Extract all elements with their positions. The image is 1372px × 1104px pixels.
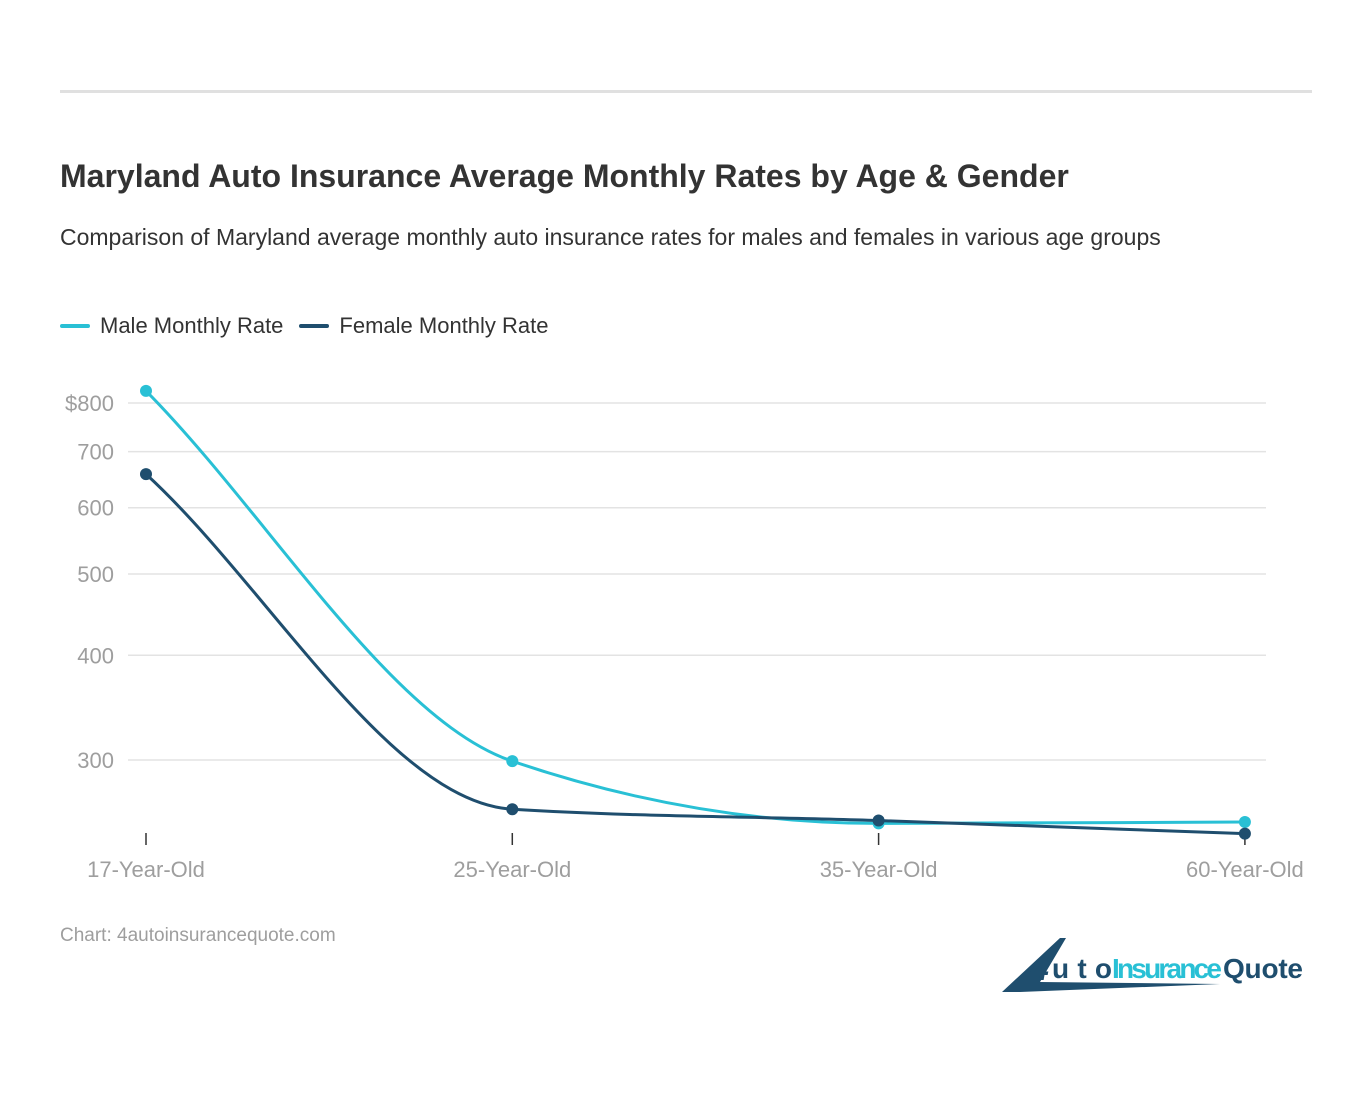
data-point-male	[140, 384, 152, 397]
svg-text:Insurance: Insurance	[1112, 953, 1222, 984]
legend-swatch-male	[60, 324, 90, 328]
legend-swatch-female	[299, 324, 330, 328]
svg-text:Quote: Quote	[1223, 953, 1303, 984]
legend-item-female[interactable]: Female Monthly Rate	[299, 313, 549, 339]
x-tick-label: 35-Year-Old	[820, 857, 938, 882]
chart-source: Chart: 4autoinsurancequote.com	[60, 925, 336, 946]
legend-item-male[interactable]: Male Monthly Rate	[60, 313, 283, 339]
x-tick-label: 25-Year-Old	[453, 857, 571, 882]
y-tick-label: 500	[77, 562, 114, 587]
y-tick-label: 700	[77, 440, 114, 465]
top-divider	[60, 90, 1312, 93]
chart-title: Maryland Auto Insurance Average Monthly …	[60, 158, 1069, 194]
brand-logo: 4 uto Insurance Quote	[1002, 938, 1303, 992]
y-tick-label: $800	[65, 391, 114, 416]
legend: Male Monthly Rate Female Monthly Rate	[60, 313, 549, 339]
legend-label-female: Female Monthly Rate	[339, 313, 549, 338]
svg-text:uto: uto	[1052, 953, 1112, 984]
chart-subtitle: Comparison of Maryland average monthly a…	[60, 224, 1161, 250]
svg-text:4: 4	[1029, 950, 1049, 988]
series-line-male	[144, 389, 1245, 825]
y-tick-label: 400	[77, 643, 114, 668]
data-point-male	[506, 755, 519, 768]
y-tick-label: 600	[77, 496, 114, 521]
legend-label-male: Male Monthly Rate	[100, 313, 284, 338]
data-point-female	[1238, 827, 1251, 840]
x-tick-label: 60-Year-Old	[1186, 857, 1304, 882]
data-point-male	[1238, 815, 1251, 828]
y-tick-label: 300	[77, 748, 114, 773]
x-tick-label: 17-Year-Old	[87, 857, 205, 882]
data-point-female	[140, 468, 152, 481]
series-line-female	[144, 473, 1245, 836]
data-point-female	[506, 803, 519, 816]
data-point-female	[872, 814, 885, 827]
